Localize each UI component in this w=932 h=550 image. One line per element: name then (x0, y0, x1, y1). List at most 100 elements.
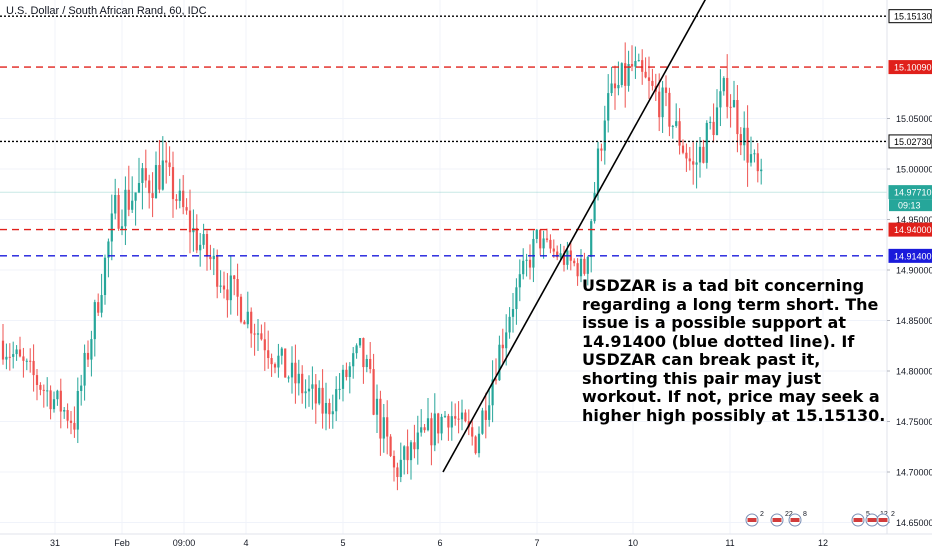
candle-body (753, 153, 756, 155)
trendline (442, 0, 707, 473)
candle-body (86, 352, 90, 360)
candle-body (307, 388, 311, 392)
candle-body (729, 106, 732, 108)
candle-body (355, 345, 358, 354)
price-tag-label: 15.02730 (894, 137, 932, 147)
candle-body (511, 309, 515, 317)
candle-body (250, 311, 253, 334)
candle-body (42, 389, 45, 391)
candle-body (5, 356, 8, 360)
candle-body (114, 194, 117, 214)
price-tick-label: 14.95000 (896, 215, 932, 225)
candle-body (69, 420, 73, 423)
candle-body (454, 416, 457, 419)
candle-body (613, 83, 617, 89)
price-tick-label: 15.00000 (896, 165, 932, 175)
candle-body (542, 238, 545, 249)
candle-body (103, 257, 107, 296)
candle-body (409, 442, 413, 461)
candle-body (171, 167, 175, 200)
time-tick-label: 7 (534, 538, 539, 548)
candle-body (321, 387, 324, 414)
candle-body (641, 60, 644, 72)
badge-count: 2 (760, 511, 764, 518)
candle-body (35, 375, 39, 385)
candle-body (345, 369, 348, 378)
candle-body (226, 289, 229, 301)
candle-body (66, 410, 69, 421)
candle-body (702, 146, 705, 163)
candle-body (22, 356, 25, 361)
candle-body (110, 213, 113, 242)
candle-body (474, 436, 477, 454)
candles-layer (1, 42, 763, 491)
candle-body (236, 279, 239, 297)
candle-body (59, 390, 62, 412)
candle-body (168, 162, 171, 168)
candle-body (685, 152, 688, 159)
candle-body (284, 348, 287, 378)
candle-body (144, 168, 147, 181)
candle-body (46, 390, 49, 392)
price-tag-label: 15.10090 (894, 63, 932, 73)
candle-body (311, 384, 314, 389)
candle-body (627, 64, 630, 86)
time-tick-label: 5 (340, 538, 345, 548)
candle-body (535, 229, 538, 239)
candle-body (148, 180, 151, 194)
candle-body (695, 162, 698, 165)
candle-body (488, 405, 491, 420)
candle-body (630, 64, 634, 67)
candle-body (705, 122, 708, 163)
candle-body (664, 87, 668, 93)
candle-body (222, 285, 226, 290)
candle-body (260, 333, 263, 340)
candle-body (117, 194, 120, 229)
candle-body (15, 349, 18, 355)
candle-body (590, 221, 593, 258)
candle-body (637, 60, 640, 62)
price-tag-box (888, 60, 932, 75)
annotation-text: USDZAR is a tad bit concerning regarding… (582, 276, 886, 425)
candle-body (362, 338, 365, 368)
candle-body (736, 100, 739, 135)
candle-body (430, 418, 433, 446)
candle-body (120, 226, 124, 229)
candle-body (209, 256, 212, 260)
candle-body (212, 255, 215, 260)
candle-body (277, 355, 280, 368)
candle-body (80, 385, 83, 391)
candle-body (8, 356, 11, 358)
candle-body (338, 388, 341, 390)
candle-body (579, 258, 583, 277)
candle-body (692, 161, 695, 165)
badge-count: 5 (866, 511, 870, 518)
flag-stripe (867, 518, 877, 522)
countdown-box (889, 199, 932, 212)
candle-body (522, 260, 525, 275)
candle-body (651, 80, 654, 86)
candle-body (437, 413, 440, 434)
candle-body (12, 354, 15, 357)
candle-body (63, 410, 66, 412)
candle-body (294, 362, 297, 384)
price-tag-label: 14.94000 (894, 225, 932, 235)
candle-body (610, 83, 613, 94)
session-badges: 22285122 (745, 511, 895, 527)
candle-body (552, 248, 555, 252)
candle-body (760, 169, 763, 172)
candle-body (219, 285, 222, 287)
candle-body (175, 199, 178, 201)
candle-body (749, 154, 753, 163)
candle-body (562, 253, 566, 265)
price-tick-label: 14.85000 (896, 316, 932, 326)
candle-body (389, 436, 392, 456)
candle-body (178, 190, 181, 201)
badge-count: 22 (785, 511, 793, 518)
flag-stripe (853, 518, 863, 522)
horizontal-lines-layer (0, 15, 887, 257)
candle-body (229, 275, 232, 301)
candle-body (379, 398, 382, 439)
candle-body (49, 390, 52, 410)
